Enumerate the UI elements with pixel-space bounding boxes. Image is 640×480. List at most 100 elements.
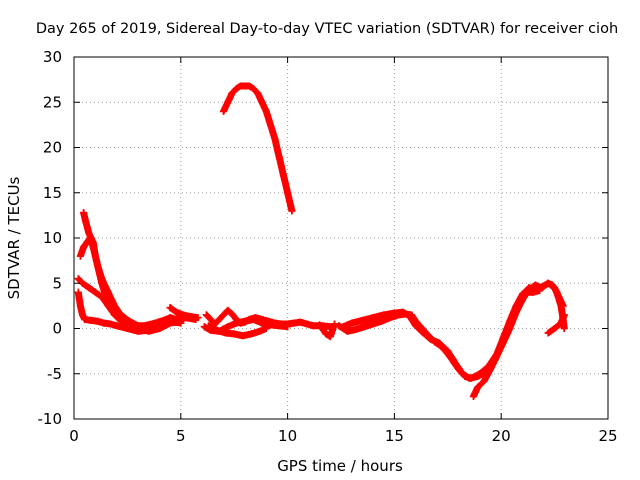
data-point: [427, 335, 435, 343]
data-point: [326, 333, 334, 341]
data-point: [519, 296, 527, 304]
data-point: [76, 302, 84, 310]
data-point: [287, 202, 295, 210]
y-tick-label: 30: [43, 48, 62, 66]
data-point: [224, 323, 232, 331]
data-point: [145, 326, 153, 334]
x-tick-label: 15: [385, 427, 404, 445]
data-point: [343, 327, 351, 335]
data-point: [222, 329, 230, 337]
data-point: [80, 209, 88, 217]
data-point: [230, 330, 238, 338]
data-point: [258, 319, 266, 327]
data-point: [224, 306, 232, 314]
data-point: [548, 281, 556, 289]
data-point: [474, 372, 482, 380]
data-point: [290, 319, 298, 327]
series-markers: [339, 287, 544, 382]
data-point: [469, 392, 477, 400]
data-point: [194, 314, 202, 322]
series-pass-J: [316, 320, 339, 341]
data-point: [134, 327, 142, 335]
data-point: [316, 321, 324, 329]
series-pass-F: [220, 82, 296, 215]
data-point: [544, 279, 552, 287]
data-point: [560, 325, 568, 332]
series-pass-N: [544, 311, 568, 337]
data-point: [412, 322, 420, 330]
data-point: [474, 383, 482, 391]
data-point: [241, 317, 249, 325]
data-point: [358, 316, 366, 324]
data-point: [245, 82, 253, 90]
data-point: [348, 319, 356, 327]
data-point: [506, 325, 514, 332]
data-point: [249, 315, 257, 323]
data-point: [256, 327, 264, 335]
data-point: [86, 234, 94, 242]
data-point: [322, 330, 330, 338]
data-point: [551, 325, 559, 332]
data-point: [187, 313, 195, 321]
series-markers: [220, 82, 296, 215]
data-point: [220, 311, 228, 319]
data-point: [247, 330, 255, 338]
data-point: [560, 311, 568, 319]
data-point: [303, 320, 311, 328]
series-pass-M: [469, 279, 568, 400]
data-point: [228, 89, 236, 97]
plot-border: [73, 56, 609, 420]
data-point: [480, 377, 488, 385]
data-point: [155, 325, 163, 332]
x-tick-label: 0: [69, 427, 79, 445]
data-point: [177, 317, 185, 325]
data-point: [249, 85, 257, 93]
data-point: [173, 308, 181, 316]
y-tick-label: 0: [52, 320, 62, 338]
data-point: [98, 293, 106, 301]
data-point: [352, 325, 360, 333]
data-point: [104, 302, 112, 310]
data-point: [82, 218, 90, 226]
data-point: [83, 239, 91, 247]
x-tick-label: 5: [176, 427, 186, 445]
data-point: [271, 134, 279, 142]
data-point: [76, 252, 84, 260]
data-point: [232, 85, 240, 93]
data-point: [279, 171, 287, 179]
data-point: [499, 338, 507, 346]
data-point: [553, 288, 561, 296]
data-point: [254, 89, 262, 97]
data-point: [113, 322, 121, 330]
y-tick-label: 20: [43, 139, 62, 157]
data-point: [79, 311, 87, 319]
data-point: [493, 352, 501, 360]
data-point: [239, 332, 247, 340]
x-tick-label: 10: [278, 427, 297, 445]
data-point: [228, 310, 236, 318]
data-point: [179, 311, 187, 319]
data-point: [93, 317, 101, 325]
data-point: [418, 328, 426, 336]
data-point: [262, 107, 270, 115]
data-point: [296, 318, 304, 326]
axes: 0 5 10 15 20 25 -10 -5 0 5 10 15 20 25 30: [38, 48, 618, 445]
data-point: [80, 243, 88, 251]
x-tick-label: 20: [492, 427, 511, 445]
y-tick-label: -10: [38, 410, 63, 428]
data-point: [258, 98, 266, 106]
y-tick-label: 15: [43, 184, 62, 202]
data-point: [275, 322, 283, 330]
data-point: [390, 309, 398, 317]
data-point: [104, 288, 112, 296]
data-point: [220, 107, 228, 115]
data-point: [215, 315, 223, 323]
data-point: [213, 326, 221, 334]
data-point: [557, 302, 565, 310]
y-tick-label: 25: [43, 93, 62, 111]
data-point: [284, 323, 292, 331]
data-point: [232, 319, 240, 327]
data-point: [538, 284, 546, 292]
data-point: [123, 325, 131, 332]
